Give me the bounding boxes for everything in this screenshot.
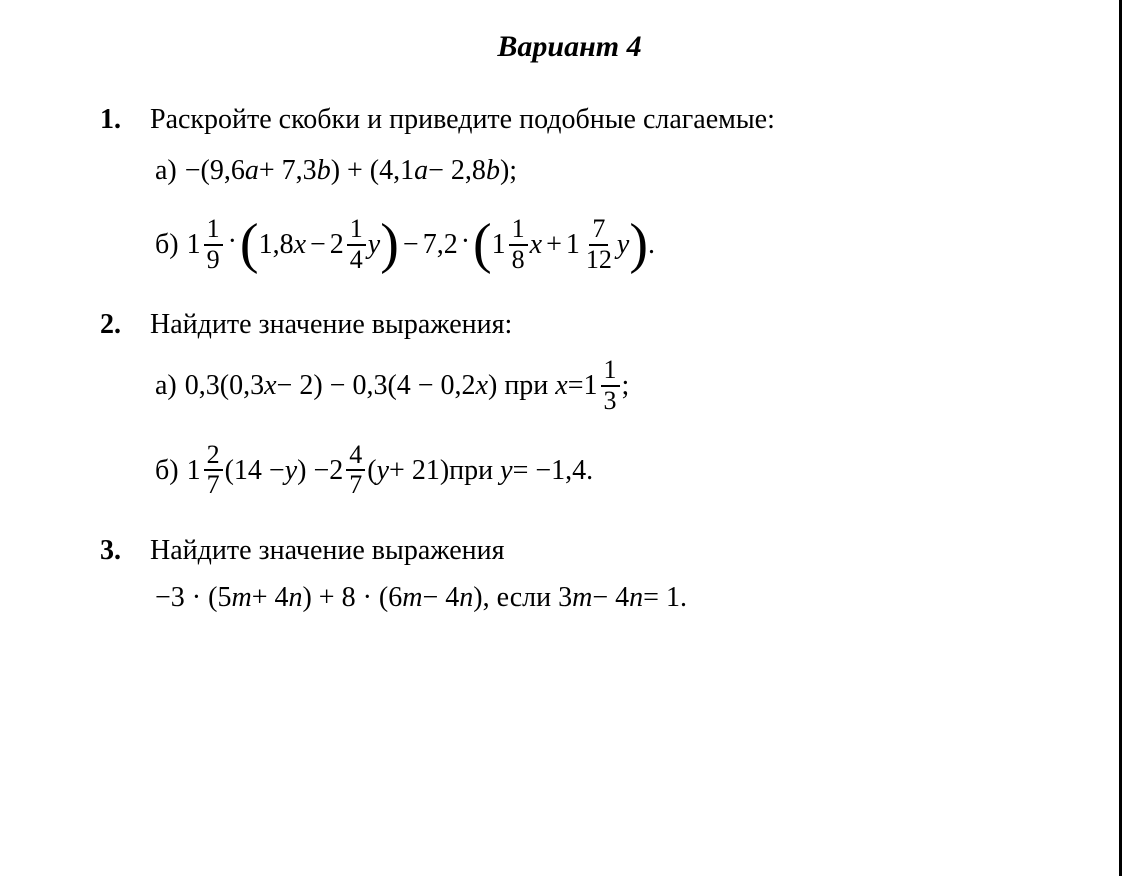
problem-1a-expression: −(9,6a + 7,3b) + (4,1a − 2,8b);	[185, 151, 517, 190]
problem-1a-label: а)	[155, 151, 177, 190]
problem-1-header: 1. Раскройте скобки и приведите подобные…	[100, 104, 1039, 136]
problem-3: 3. Найдите значение выражения −3 · (5m +…	[100, 535, 1039, 614]
problem-1: 1. Раскройте скобки и приведите подобные…	[100, 104, 1039, 274]
left-paren-icon: (	[473, 222, 492, 267]
problem-2a-label: а)	[155, 366, 177, 405]
problem-1a: а) −(9,6a + 7,3b) + (4,1a − 2,8b);	[155, 151, 1039, 190]
fraction: 1 3	[601, 356, 620, 415]
fraction: 7 12	[583, 215, 615, 274]
fraction: 1 9	[204, 215, 223, 274]
problem-2-text: Найдите значение выражения:	[150, 309, 512, 341]
problem-2b: б) 1 2 7 (14 − y) − 2 4 7 (y + 21) при y…	[155, 441, 1039, 500]
problem-2-header: 2. Найдите значение выражения:	[100, 309, 1039, 341]
problem-3-header: 3. Найдите значение выражения	[100, 535, 1039, 567]
mixed-fraction: 1 2 7	[187, 441, 225, 500]
fraction: 1 8	[509, 215, 528, 274]
left-paren-icon: (	[240, 222, 259, 267]
fraction: 4 7	[346, 441, 365, 500]
problem-2: 2. Найдите значение выражения: а) 0,3(0,…	[100, 309, 1039, 499]
mixed-fraction: 2 1 4	[330, 215, 368, 274]
problem-1-text: Раскройте скобки и приведите подобные сл…	[150, 104, 775, 136]
problem-1b-label: б)	[155, 225, 179, 264]
right-paren-icon: )	[380, 222, 399, 267]
mixed-fraction: 1 1 3	[584, 356, 622, 415]
mixed-fraction: 2 4 7	[329, 441, 367, 500]
problem-1b: б) 1 1 9 · ( 1,8x − 2 1 4 y ) −	[155, 215, 1039, 274]
problem-1-number: 1.	[100, 104, 130, 136]
problem-2b-label: б)	[155, 451, 179, 490]
mixed-fraction: 1 1 9	[187, 215, 225, 274]
page-title: Вариант 4	[100, 30, 1039, 64]
fraction: 2 7	[204, 441, 223, 500]
problem-3-number: 3.	[100, 535, 130, 567]
problem-3-text: Найдите значение выражения	[150, 535, 505, 567]
problem-2a-expression: 0,3(0,3x − 2) − 0,3(4 − 0,2x) при x = 1 …	[185, 356, 630, 415]
problem-3-expression: −3 · (5m + 4n) + 8 · (6m − 4n), если 3m …	[155, 582, 1039, 614]
problem-2-number: 2.	[100, 309, 130, 341]
problem-2a: а) 0,3(0,3x − 2) − 0,3(4 − 0,2x) при x =…	[155, 356, 1039, 415]
mixed-fraction: 1 7 12	[566, 215, 617, 274]
mixed-fraction: 1 1 8	[492, 215, 530, 274]
problem-1b-expression: 1 1 9 · ( 1,8x − 2 1 4 y ) − 7,2 ·	[187, 215, 655, 274]
fraction: 1 4	[347, 215, 366, 274]
right-paren-icon: )	[629, 222, 648, 267]
problem-2b-expression: 1 2 7 (14 − y) − 2 4 7 (y + 21) при y = …	[187, 441, 594, 500]
